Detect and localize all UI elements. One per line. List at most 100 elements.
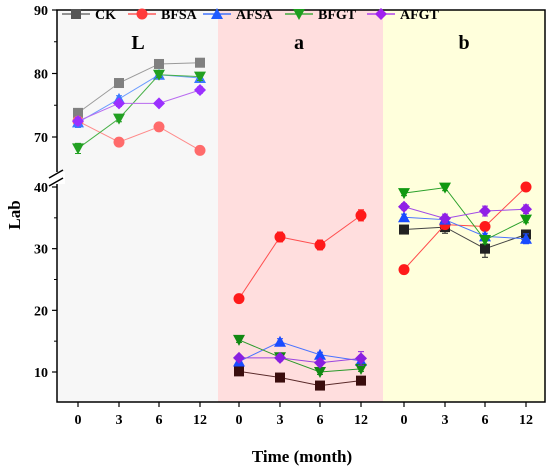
x-tick-label: 12 <box>519 413 533 428</box>
series-L-afgt <box>72 84 206 128</box>
data-point <box>439 182 451 194</box>
series-line <box>239 357 362 364</box>
legend-marker <box>293 9 305 20</box>
legend: CK BFSA AFSA BFGT AFGT <box>62 8 440 23</box>
data-point <box>153 97 165 110</box>
series-line <box>77 62 201 114</box>
data-point <box>315 380 325 391</box>
data-point <box>234 366 244 377</box>
data-point <box>314 356 326 369</box>
data-point <box>274 335 286 347</box>
panel-backgrounds <box>57 10 545 402</box>
data-point <box>194 84 206 97</box>
data-point <box>439 212 451 225</box>
data-point <box>233 293 245 305</box>
data-point <box>479 235 491 247</box>
data-point <box>154 58 164 69</box>
legend-marker <box>136 8 148 20</box>
x-tick-label: 3 <box>442 413 449 428</box>
series-line <box>238 370 362 387</box>
data-point <box>355 352 367 365</box>
data-point <box>398 200 410 213</box>
x-tick-label: 3 <box>277 413 284 428</box>
panel-label-L: L <box>131 32 144 54</box>
panel-background-L <box>57 10 218 402</box>
data-point <box>398 211 410 223</box>
series-line <box>403 187 527 241</box>
panel-label-a: a <box>294 32 304 54</box>
data-point <box>314 367 326 378</box>
series-b-afgt <box>398 200 532 225</box>
data-point <box>72 115 84 128</box>
panel-background-a <box>218 10 383 402</box>
x-axis-title: Time (month) <box>252 447 352 466</box>
y-tick-label: 80 <box>34 68 48 83</box>
series-line <box>238 214 362 299</box>
data-point <box>274 231 286 243</box>
x-tick-label: 3 <box>116 413 123 428</box>
data-point <box>194 144 206 156</box>
y-tick-label: 20 <box>34 304 48 319</box>
data-point <box>520 232 532 244</box>
series-line <box>403 226 527 250</box>
legend-item-bfgt: BFGT <box>285 8 357 23</box>
x-tick-label: 6 <box>482 413 489 428</box>
data-point <box>520 181 532 193</box>
data-point <box>314 239 326 251</box>
legend-label: CK <box>95 8 116 23</box>
legend-marker <box>211 8 223 19</box>
data-point <box>275 372 285 383</box>
legend-item-afgt: AFGT <box>367 8 440 23</box>
y-tick-label: 70 <box>34 131 48 146</box>
data-point <box>113 136 125 148</box>
axis-ticks: 70 80 90 10 20 30 40 0 3 6 12 0 3 6 12 0 3 6 12 <box>34 4 533 428</box>
data-point <box>153 121 165 133</box>
data-point <box>480 243 490 254</box>
data-point <box>479 205 491 218</box>
data-point <box>520 214 532 226</box>
series-line <box>77 89 201 122</box>
series-L-bfgt <box>72 69 206 155</box>
legend-marker <box>71 9 81 19</box>
data-point <box>153 69 165 81</box>
data-point <box>194 71 206 83</box>
legend-item-afsa: AFSA <box>203 8 273 23</box>
series-line <box>238 341 362 362</box>
data-point <box>274 351 286 364</box>
series-line <box>77 74 201 149</box>
series-line <box>77 120 201 151</box>
legend-label: BFSA <box>161 8 198 23</box>
x-tick-label: 0 <box>75 413 82 428</box>
data-point <box>195 57 205 68</box>
axis-break-mark <box>48 169 64 179</box>
series-line <box>403 206 527 219</box>
data-point <box>520 203 532 216</box>
legend-marker <box>375 8 387 20</box>
y-tick-label: 90 <box>34 4 48 19</box>
series-line <box>77 74 201 123</box>
series-a-ck <box>234 366 366 391</box>
data-point <box>113 97 125 110</box>
y-tick-label: 10 <box>34 366 48 381</box>
legend-item-bfsa: BFSA <box>128 8 198 23</box>
y-axis-title: Lab <box>5 200 24 229</box>
x-tick-label: 0 <box>236 413 243 428</box>
panel-background-b <box>383 10 545 402</box>
data-point <box>113 113 125 125</box>
data-point <box>356 375 366 386</box>
legend-label: AFSA <box>236 8 273 23</box>
axis-break-mark <box>48 177 64 187</box>
x-tick-label: 0 <box>401 413 408 428</box>
y-tick-label: 30 <box>34 243 48 258</box>
data-point <box>72 143 84 155</box>
series-line <box>238 339 362 373</box>
legend-label: BFGT <box>318 8 357 23</box>
data-point <box>398 264 410 276</box>
series-a-bfsa <box>233 209 367 305</box>
data-point <box>398 188 410 200</box>
data-point <box>233 334 245 346</box>
data-point <box>114 78 124 89</box>
series-line <box>403 216 527 240</box>
